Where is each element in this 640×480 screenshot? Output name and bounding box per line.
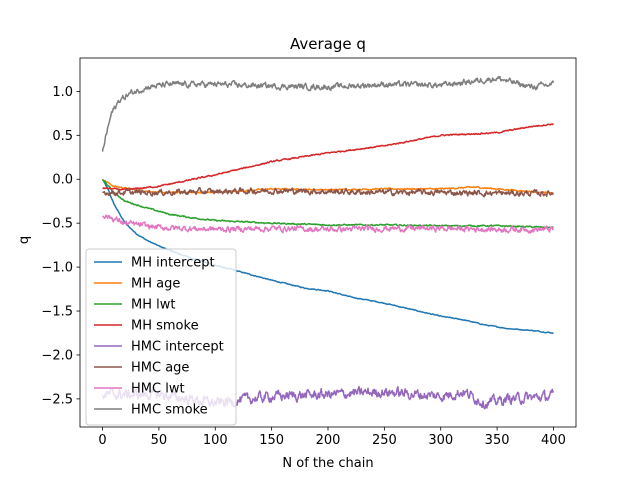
x-axis-title: N of the chain: [282, 456, 373, 471]
series-line-mh-smoke: [102, 122, 554, 191]
series-line-hmc-smoke: [101, 75, 555, 152]
y-tick-label: −1.0: [41, 261, 73, 276]
x-tick-label: 0: [98, 433, 106, 448]
x-tick-label: 400: [541, 433, 566, 448]
y-tick-label: 0.5: [52, 129, 73, 144]
y-tick-label: −2.0: [41, 348, 73, 363]
x-tick-label: 100: [203, 433, 228, 448]
legend-label: MH smoke: [131, 319, 199, 334]
legend-label: MH lwt: [131, 298, 175, 313]
x-tick-label: 350: [485, 433, 510, 448]
legend-box: [85, 248, 237, 426]
legend-label: HMC intercept: [131, 340, 224, 355]
y-tick-label: 1.0: [52, 85, 73, 100]
y-tick-label: −2.5: [41, 392, 73, 407]
x-tick-label: 200: [316, 433, 341, 448]
legend: MH intercept MH age MH lwt MH smoke HMC inte…: [85, 248, 237, 426]
x-tick-label: 250: [372, 433, 397, 448]
axes: 0 50 100 150 200 250 300 350 400 −2.5 −2.0 −1.5 −1.0…: [41, 57, 577, 448]
legend-label: HMC smoke: [131, 403, 208, 418]
legend-label: HMC lwt: [131, 382, 185, 397]
legend-label: MH age: [131, 277, 180, 292]
series-line-hmc-lwt: [101, 214, 555, 234]
x-tick-label: 50: [151, 433, 168, 448]
y-axis-title: q: [17, 236, 32, 244]
x-tick-label: 300: [428, 433, 453, 448]
series-line-mh-lwt: [101, 178, 554, 229]
y-tick-label: 0.0: [52, 173, 73, 188]
y-tick-label: −1.5: [41, 305, 73, 320]
chart-title: Average q: [290, 35, 366, 53]
legend-label: HMC age: [131, 361, 189, 376]
y-tick-label: −0.5: [41, 217, 73, 232]
series-line-hmc-age: [102, 186, 554, 198]
x-tick-label: 150: [259, 433, 284, 448]
legend-label: MH intercept: [131, 256, 215, 271]
series-line-mh-age: [101, 179, 554, 195]
